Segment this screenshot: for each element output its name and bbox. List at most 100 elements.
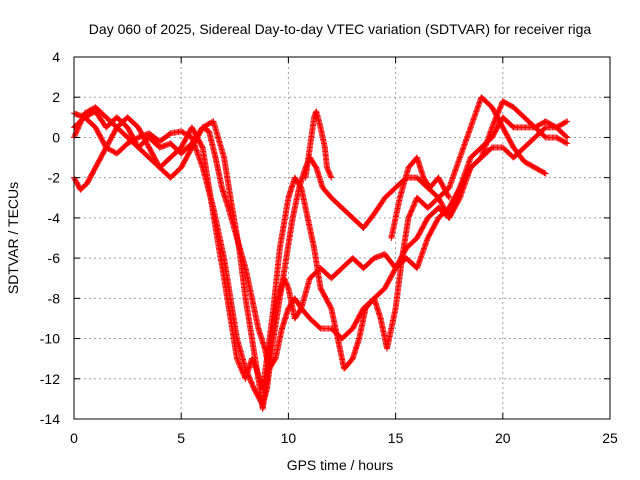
y-tick-label: -8 bbox=[48, 290, 61, 306]
chart-title: Day 060 of 2025, Sidereal Day-to-day VTE… bbox=[89, 21, 592, 37]
data-point bbox=[564, 140, 571, 147]
data-point bbox=[411, 201, 418, 208]
data-point bbox=[405, 214, 412, 221]
data-point bbox=[238, 366, 245, 373]
x-tick-label: 10 bbox=[281, 430, 297, 446]
data-point bbox=[248, 380, 255, 387]
data-point bbox=[564, 134, 571, 141]
data-point bbox=[282, 278, 289, 285]
data-point bbox=[411, 199, 418, 206]
data-point bbox=[328, 174, 335, 181]
data-point bbox=[74, 125, 81, 132]
data-point bbox=[237, 363, 244, 370]
x-tick-label: 20 bbox=[495, 430, 511, 446]
data-point bbox=[71, 133, 78, 140]
data-point bbox=[235, 359, 242, 366]
data-point bbox=[250, 359, 257, 366]
data-point bbox=[281, 276, 288, 283]
data-point bbox=[80, 112, 87, 119]
data-point bbox=[235, 358, 242, 365]
y-tick-label: 0 bbox=[52, 129, 60, 145]
data-point bbox=[407, 211, 414, 218]
x-tick-label: 5 bbox=[177, 430, 185, 446]
y-tick-label: -4 bbox=[48, 210, 61, 226]
data-point bbox=[247, 377, 254, 384]
y-tick-label: -2 bbox=[48, 170, 61, 186]
data-point bbox=[283, 281, 290, 288]
x-axis-label: GPS time / hours bbox=[287, 457, 394, 473]
data-point bbox=[412, 198, 419, 205]
data-point bbox=[445, 193, 452, 200]
data-point bbox=[77, 120, 84, 127]
y-tick-label: -6 bbox=[48, 250, 61, 266]
data-point bbox=[325, 168, 332, 175]
data-point bbox=[76, 123, 83, 130]
data-point bbox=[199, 143, 206, 150]
data-point bbox=[249, 356, 256, 363]
plot-frame bbox=[73, 56, 611, 420]
data-point bbox=[239, 368, 246, 375]
data-point bbox=[72, 131, 79, 138]
x-tick-label: 0 bbox=[70, 430, 78, 446]
data-point bbox=[250, 383, 257, 390]
data-point bbox=[238, 365, 245, 372]
data-point bbox=[323, 164, 330, 171]
data-point bbox=[234, 356, 241, 363]
y-tick-label: 2 bbox=[52, 89, 60, 105]
data-point bbox=[78, 117, 85, 124]
data-point bbox=[79, 115, 86, 122]
y-tick-label: -12 bbox=[40, 371, 60, 387]
data-point bbox=[247, 378, 254, 385]
data-point bbox=[283, 280, 290, 287]
data-point bbox=[75, 124, 82, 131]
data-point bbox=[325, 167, 332, 174]
data-point bbox=[541, 169, 548, 176]
data-point bbox=[251, 360, 258, 367]
data-point bbox=[408, 208, 415, 215]
data-point bbox=[410, 202, 417, 209]
data-point bbox=[563, 133, 570, 140]
data-point bbox=[326, 170, 333, 177]
data-point bbox=[251, 361, 258, 368]
data-point bbox=[406, 212, 413, 219]
data-point bbox=[282, 277, 289, 284]
data-point bbox=[542, 170, 549, 177]
data-point bbox=[78, 116, 85, 123]
data-point bbox=[236, 361, 243, 368]
data-point bbox=[77, 119, 84, 126]
data-point bbox=[446, 194, 453, 201]
data-point bbox=[327, 173, 334, 180]
y-tick-label: -10 bbox=[40, 331, 60, 347]
y-axis-label: SDTVAR / TECUs bbox=[5, 182, 21, 294]
data-point bbox=[73, 128, 80, 135]
data-point bbox=[284, 284, 291, 291]
data-point bbox=[281, 275, 288, 282]
data-point bbox=[236, 360, 243, 367]
axis-ticks: 0 5 10 15 20 25 -14 -12 -10 -8 -6 -4 -2 0 2 4 bbox=[40, 49, 618, 446]
grid bbox=[74, 57, 610, 419]
data-point bbox=[248, 379, 255, 386]
data-point bbox=[80, 114, 87, 121]
data-point bbox=[408, 207, 415, 214]
data-point bbox=[237, 364, 244, 371]
data-point bbox=[233, 355, 240, 362]
data-point bbox=[252, 363, 259, 370]
x-tick-label: 15 bbox=[388, 430, 404, 446]
data-point bbox=[407, 209, 414, 216]
y-tick-label: -14 bbox=[40, 411, 60, 427]
data-point bbox=[562, 139, 569, 146]
y-tick-label: 4 bbox=[52, 49, 60, 65]
data-point bbox=[284, 282, 291, 289]
data-point bbox=[406, 213, 412, 220]
data-point bbox=[409, 204, 416, 211]
data-point bbox=[250, 358, 257, 365]
data-point bbox=[327, 172, 334, 179]
data-point bbox=[409, 206, 416, 213]
data-point bbox=[564, 118, 571, 125]
data-point bbox=[324, 165, 331, 172]
data-point bbox=[252, 364, 259, 371]
data-point bbox=[326, 169, 333, 176]
data-point bbox=[76, 121, 83, 128]
x-tick-label: 25 bbox=[602, 430, 618, 446]
